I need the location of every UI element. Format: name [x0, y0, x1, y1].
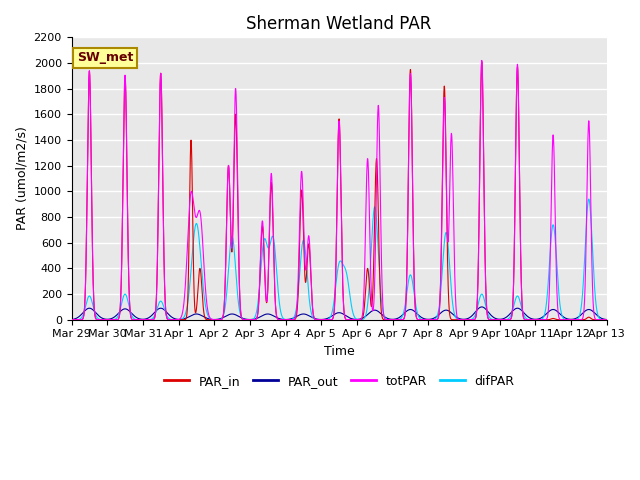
totPAR [429, 317, 437, 323]
Legend: PAR_in, PAR_out, totPAR, difPAR: PAR_in, PAR_out, totPAR, difPAR [159, 370, 520, 393]
PAR_in [429, 317, 437, 323]
Title: Sherman Wetland PAR: Sherman Wetland PAR [246, 15, 432, 33]
PAR_in [164, 316, 172, 322]
totPAR [490, 317, 497, 323]
Line: difPAR: difPAR [72, 199, 607, 320]
PAR_out [602, 317, 610, 323]
PAR_in [319, 317, 327, 323]
Line: totPAR: totPAR [72, 60, 607, 320]
totPAR [459, 317, 467, 323]
PAR_in [478, 59, 486, 65]
totPAR [603, 317, 611, 323]
totPAR [319, 317, 327, 323]
PAR_out [490, 314, 497, 320]
PAR_out [68, 317, 76, 323]
difPAR [68, 317, 76, 323]
PAR_out [478, 304, 486, 310]
Y-axis label: PAR (umol/m2/s): PAR (umol/m2/s) [15, 127, 28, 230]
Text: SW_met: SW_met [77, 51, 133, 64]
difPAR [585, 196, 593, 202]
PAR_in [68, 317, 76, 323]
X-axis label: Time: Time [324, 345, 355, 358]
PAR_in [603, 317, 611, 323]
PAR_out [459, 316, 467, 322]
difPAR [603, 317, 611, 323]
totPAR [164, 316, 172, 322]
PAR_in [602, 317, 610, 323]
difPAR [459, 317, 467, 323]
difPAR [429, 317, 437, 323]
PAR_out [319, 316, 327, 322]
PAR_out [429, 315, 437, 321]
PAR_in [459, 317, 467, 323]
difPAR [164, 314, 172, 320]
PAR_out [603, 317, 611, 323]
totPAR [68, 317, 76, 323]
difPAR [490, 317, 497, 323]
difPAR [319, 317, 327, 323]
totPAR [602, 317, 610, 323]
difPAR [602, 317, 610, 323]
PAR_in [490, 317, 497, 323]
Line: PAR_in: PAR_in [72, 62, 607, 320]
totPAR [478, 58, 486, 63]
PAR_out [164, 311, 172, 316]
Line: PAR_out: PAR_out [72, 307, 607, 320]
